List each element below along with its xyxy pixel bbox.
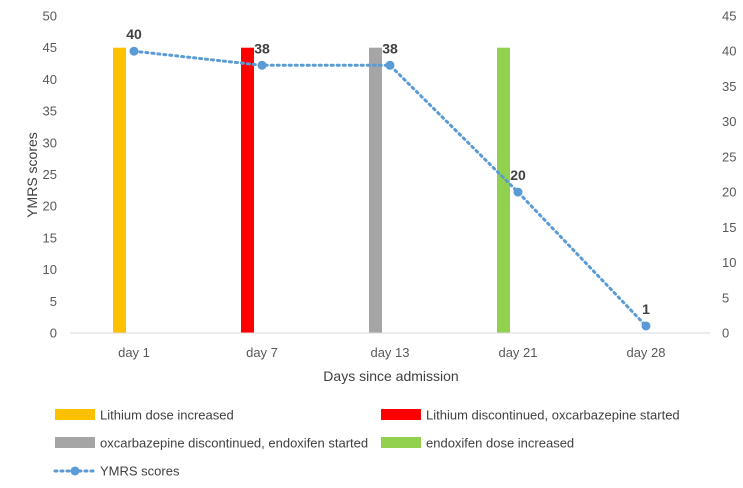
x-axis-title: Days since admission xyxy=(323,368,458,384)
legend-marker xyxy=(70,466,80,476)
ymrs-marker xyxy=(641,321,651,331)
y-tick-label-left: 25 xyxy=(43,167,57,182)
y-tick-label-left: 15 xyxy=(43,230,57,245)
y-tick-label-right: 20 xyxy=(722,185,736,200)
ymrs-data-label: 38 xyxy=(382,40,398,56)
y-tick-label-right: 25 xyxy=(722,149,736,164)
y-tick-label-right: 5 xyxy=(722,290,729,305)
y-tick-label-right: 40 xyxy=(722,44,736,59)
legend-swatch xyxy=(55,437,95,448)
x-tick-label: day 21 xyxy=(498,345,537,360)
y-tick-label-right: 35 xyxy=(722,79,736,94)
y-tick-label-left: 50 xyxy=(43,9,57,24)
x-tick-label: day 13 xyxy=(370,345,409,360)
legend-label: Lithium dose increased xyxy=(100,408,234,423)
y-tick-label-left: 0 xyxy=(50,326,57,341)
ymrs-marker xyxy=(513,187,523,197)
ymrs-line xyxy=(132,49,648,328)
y-tick-label-left: 45 xyxy=(43,40,57,55)
bars-layer xyxy=(113,47,510,333)
y-tick-label-right: 30 xyxy=(722,114,736,129)
event-bar xyxy=(497,47,510,333)
line-layer: 40 38 38 20 1 xyxy=(126,26,651,331)
x-tick-label: day 1 xyxy=(118,345,150,360)
y-tick-label-right: 0 xyxy=(722,326,729,341)
y-tick-label-left: 20 xyxy=(43,199,57,214)
y-axis-title: YMRS scores xyxy=(24,132,40,218)
y-tick-label-left: 10 xyxy=(43,262,57,277)
y-tick-label-left: 30 xyxy=(43,135,57,150)
legend-label: Lithium discontinued, oxcarbazepine star… xyxy=(426,408,680,423)
legend-label: oxcarbazepine discontinued, endoxifen st… xyxy=(100,436,368,451)
y-tick-label-left: 5 xyxy=(50,294,57,309)
event-bar xyxy=(241,47,254,333)
ymrs-data-label: 1 xyxy=(642,301,650,317)
legend-swatch xyxy=(55,409,95,420)
y-tick-label-right: 45 xyxy=(722,9,736,24)
y-tick-label-right: 10 xyxy=(722,255,736,270)
legend-label: endoxifen dose increased xyxy=(426,436,574,451)
y-tick-label-left: 35 xyxy=(43,104,57,119)
axes-layer: 0 5 10 15 20 25 30 35 40 45 50 0 5 10 15 20 25 30 35 40 45 da… xyxy=(43,9,737,361)
ymrs-data-label: 38 xyxy=(254,40,270,56)
legend: Lithium dose increased Lithium discontinu… xyxy=(53,408,680,479)
ymrs-marker xyxy=(385,60,395,70)
event-bar xyxy=(369,47,382,333)
y-tick-label-right: 15 xyxy=(722,220,736,235)
x-tick-label: day 28 xyxy=(626,345,665,360)
ymrs-data-label: 40 xyxy=(126,26,142,42)
event-bar xyxy=(113,47,126,333)
x-tick-label: day 7 xyxy=(246,345,278,360)
ymrs-marker xyxy=(257,60,267,70)
y-tick-label-left: 40 xyxy=(43,72,57,87)
ymrs-data-label: 20 xyxy=(510,167,526,183)
legend-label: YMRS scores xyxy=(100,464,180,479)
legend-swatch xyxy=(381,437,421,448)
legend-swatch xyxy=(381,409,421,420)
ymrs-marker xyxy=(129,46,139,56)
